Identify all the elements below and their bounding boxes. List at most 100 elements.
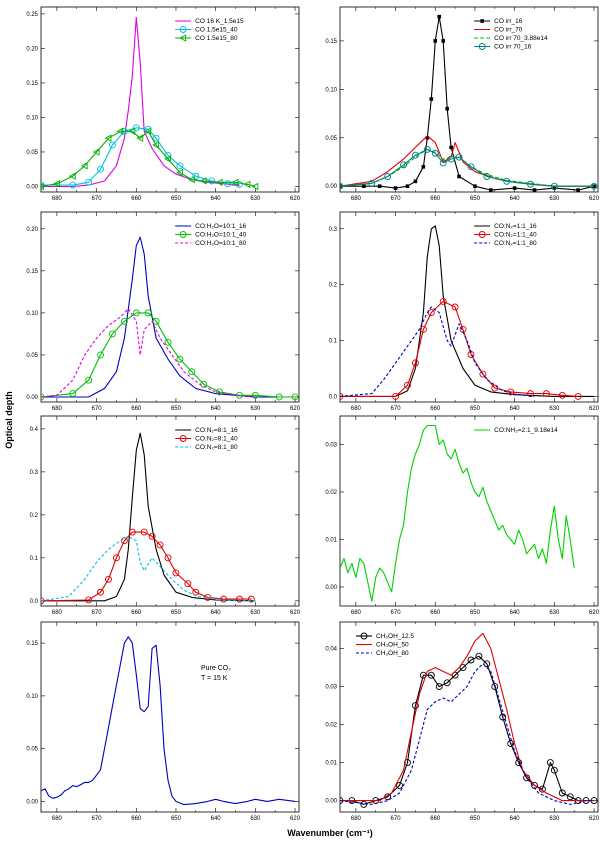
data-point [550, 182, 558, 190]
data-point [427, 671, 435, 679]
series-layer [41, 636, 296, 806]
series-line-1 [340, 16, 595, 191]
data-point [393, 186, 398, 190]
plot-frame [339, 6, 599, 193]
data-point [552, 186, 557, 190]
data-point [340, 182, 344, 190]
data-point [41, 182, 44, 191]
series-line-2 [340, 135, 594, 187]
y-tick-label: 0.03 [325, 685, 337, 691]
data-point [152, 141, 160, 149]
x-tick-label: 630 [250, 406, 261, 412]
x-tick-label: 650 [470, 610, 481, 616]
data-point [128, 528, 136, 536]
legend-label: CH₃OH_80 [376, 650, 409, 657]
plot-frame [40, 6, 300, 193]
x-tick-label: 650 [171, 196, 182, 202]
data-point [467, 163, 475, 171]
legend-label: CO:N₂=1:1_16 [494, 223, 537, 230]
data-point [132, 309, 140, 317]
legend-label: CO irr 70_16 [494, 44, 532, 51]
x-tick-label: 640 [211, 196, 222, 202]
data-point [512, 186, 517, 190]
data-point [542, 390, 550, 398]
y-tick-label: 0.25 [26, 12, 38, 18]
data-point [449, 145, 453, 150]
data-point [443, 679, 451, 687]
x-tick-label: 620 [290, 406, 301, 412]
x-tick-label: 650 [171, 610, 182, 616]
series-line-2 [340, 300, 579, 397]
y-tick-label: 0.0 [30, 599, 39, 605]
data-point [507, 388, 515, 396]
data-point [199, 177, 207, 185]
data-point [377, 184, 382, 188]
y-tick-label: 0.3 [30, 470, 39, 476]
figure-y-axis-label: Optical depth [4, 391, 14, 449]
data-point [404, 381, 411, 389]
panel-annotation: T = 15 K [201, 675, 228, 682]
y-tick-label: 0.02 [325, 723, 337, 729]
data-point [459, 664, 467, 672]
data-point [475, 652, 483, 660]
x-tick-label: 630 [549, 406, 560, 412]
x-tick-label: 670 [391, 406, 402, 412]
legend-label: CO 1.5e15_40 [195, 27, 238, 34]
series-layer [340, 424, 575, 602]
data-point [445, 106, 449, 111]
y-tick-label: 0.00 [325, 184, 337, 190]
y-tick-label: 0.10 [26, 115, 38, 121]
data-point [275, 393, 283, 401]
data-point [483, 173, 491, 180]
x-tick-label: 640 [510, 196, 521, 202]
series-line-3 [41, 130, 256, 188]
data-point [431, 149, 439, 157]
x-tick-label: 670 [92, 196, 103, 202]
data-point [360, 800, 368, 808]
data-point [108, 141, 116, 149]
data-point [184, 580, 192, 588]
data-point [175, 168, 183, 177]
data-point [435, 683, 443, 691]
x-tick-label: 660 [430, 610, 441, 616]
y-tick-label: 0.1 [329, 339, 338, 345]
data-point [558, 391, 566, 399]
data-point [550, 766, 558, 774]
series-line-1 [41, 236, 295, 398]
plot-frame [339, 621, 599, 813]
legend: CO:H₂O=10:1_16 CO:H₂O=10:1_40CO:H₂O=10:1_… [175, 223, 247, 247]
data-point [527, 180, 534, 188]
data-point [231, 178, 239, 187]
series-line-1 [340, 225, 594, 397]
data-point [152, 134, 160, 142]
legend-marker [179, 26, 187, 33]
data-point [116, 127, 124, 136]
series-layer [41, 236, 299, 401]
series-line-1 [41, 636, 296, 806]
x-tick-label: 630 [250, 196, 261, 202]
series-layer [340, 632, 598, 808]
legend-marker [179, 435, 187, 442]
data-point [224, 180, 232, 188]
series-line-2 [41, 312, 295, 398]
y-tick-label: 0.05 [325, 136, 337, 142]
data-point [41, 181, 45, 189]
legend-label: CO 16 K_1.5e15 [195, 18, 244, 25]
x-tick-label: 650 [171, 406, 182, 412]
data-point [251, 182, 259, 191]
series-layer [340, 14, 598, 192]
y-tick-label: 0.05 [26, 747, 38, 753]
x-tick-label: 620 [589, 610, 600, 616]
x-tick-label: 680 [351, 610, 362, 616]
panel-annotation: Pure CO₂ [201, 665, 231, 672]
series-layer [340, 225, 594, 400]
data-point [247, 595, 255, 603]
x-tick-label: 670 [92, 816, 103, 822]
legend-label: CO irr_16 [494, 18, 523, 25]
data-point [68, 172, 76, 180]
series-line-3 [340, 306, 535, 397]
series-line-2 [340, 632, 594, 802]
